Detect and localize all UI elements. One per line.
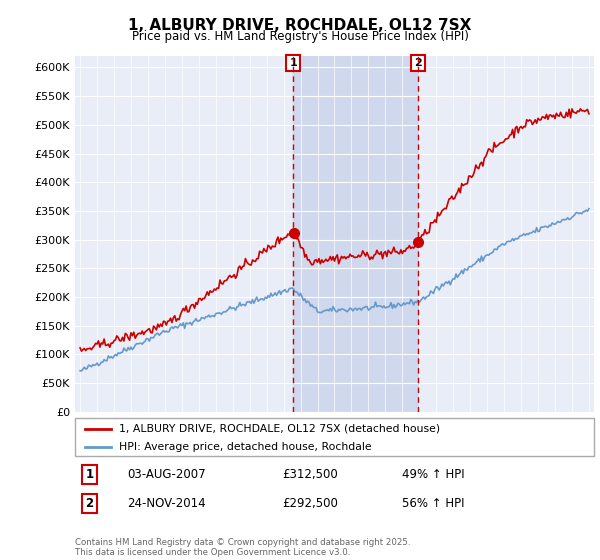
Text: 24-NOV-2014: 24-NOV-2014: [127, 497, 206, 510]
Text: 49% ↑ HPI: 49% ↑ HPI: [402, 468, 464, 481]
Text: Price paid vs. HM Land Registry's House Price Index (HPI): Price paid vs. HM Land Registry's House …: [131, 30, 469, 43]
Text: 2: 2: [414, 58, 421, 68]
Text: HPI: Average price, detached house, Rochdale: HPI: Average price, detached house, Roch…: [119, 442, 372, 452]
Text: 03-AUG-2007: 03-AUG-2007: [127, 468, 206, 481]
Text: 1, ALBURY DRIVE, ROCHDALE, OL12 7SX: 1, ALBURY DRIVE, ROCHDALE, OL12 7SX: [128, 18, 472, 33]
Text: 1, ALBURY DRIVE, ROCHDALE, OL12 7SX (detached house): 1, ALBURY DRIVE, ROCHDALE, OL12 7SX (det…: [119, 424, 440, 434]
Text: 56% ↑ HPI: 56% ↑ HPI: [402, 497, 464, 510]
Bar: [293, 56, 418, 412]
Text: £312,500: £312,500: [283, 468, 338, 481]
Text: 1: 1: [85, 468, 94, 481]
Text: Contains HM Land Registry data © Crown copyright and database right 2025.
This d: Contains HM Land Registry data © Crown c…: [75, 538, 410, 557]
Text: 2: 2: [85, 497, 94, 510]
Text: 1: 1: [290, 58, 298, 68]
Text: £292,500: £292,500: [283, 497, 338, 510]
FancyBboxPatch shape: [75, 418, 594, 456]
